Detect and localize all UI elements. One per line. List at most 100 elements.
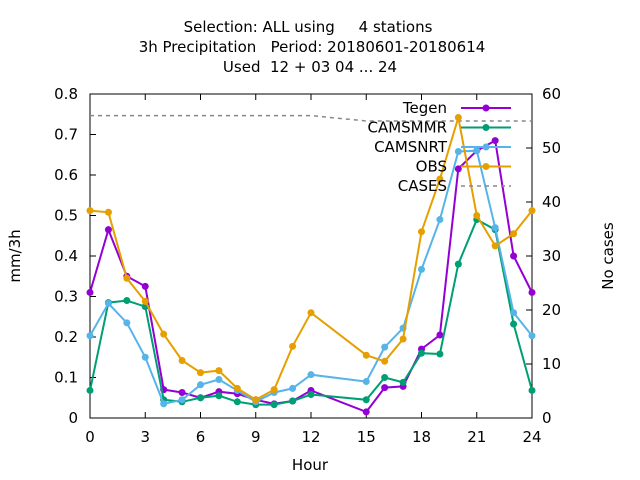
- data-point-tegen: [528, 288, 536, 296]
- data-point-tegen: [178, 388, 186, 396]
- legend-marker-tegen: [482, 104, 490, 112]
- y-axis: 0 0.1 0.2 0.3 0.4 0.5 0.6 0.7 0.8: [54, 85, 96, 427]
- data-point-camsmmr: [528, 386, 536, 394]
- data-point-tegen: [454, 165, 462, 173]
- data-point-camsmmr: [215, 392, 223, 400]
- data-point-obs: [307, 309, 315, 317]
- data-point-camsnrt: [197, 381, 204, 389]
- y2-tick-label: 0: [542, 409, 552, 427]
- data-point-camsnrt: [510, 309, 518, 317]
- data-point-tegen: [436, 331, 444, 339]
- legend-label-camsnrt: CAMSNRT: [374, 138, 448, 156]
- x-tick-label: 9: [251, 428, 261, 446]
- y-tick-label: 0: [68, 409, 78, 427]
- data-point-camsnrt: [454, 148, 462, 156]
- data-point-obs: [86, 207, 94, 215]
- data-point-camsmmr: [399, 378, 407, 386]
- chart-title-line-1: Selection: ALL using 4 stations: [184, 18, 433, 36]
- data-point-obs: [178, 356, 186, 364]
- y2-tick-label: 10: [542, 355, 561, 373]
- data-point-camsmmr: [233, 398, 241, 406]
- x-tick-label: 12: [301, 428, 320, 446]
- x-tick-label: 15: [357, 428, 376, 446]
- data-point-obs: [399, 335, 407, 343]
- y-tick-label: 0.4: [54, 247, 78, 265]
- data-point-tegen: [510, 252, 518, 260]
- legend-label-cases: CASES: [398, 177, 447, 195]
- data-point-tegen: [86, 288, 94, 296]
- y2-tick-label: 30: [542, 247, 561, 265]
- x-tick-label: 0: [85, 428, 95, 446]
- series-line-cases: [90, 114, 532, 122]
- legend-label-camsmmr: CAMSMMR: [367, 119, 447, 137]
- data-point-camsnrt: [436, 216, 444, 224]
- x-tick-label: 18: [412, 428, 431, 446]
- data-point-camsnrt: [104, 299, 112, 307]
- y-tick-label: 0.5: [54, 207, 78, 225]
- y-tick-label: 0.1: [54, 369, 78, 387]
- data-point-obs: [418, 228, 425, 236]
- y2-tick-label: 50: [542, 139, 561, 157]
- data-point-obs: [160, 330, 168, 338]
- data-point-camsmmr: [510, 320, 518, 328]
- data-point-camsnrt: [381, 343, 389, 351]
- data-point-camsmmr: [307, 391, 315, 399]
- y-tick-label: 0.7: [54, 126, 78, 144]
- data-point-camsnrt: [160, 400, 168, 408]
- data-point-camsnrt: [215, 376, 223, 384]
- data-point-camsmmr: [454, 260, 462, 268]
- y2-tick-label: 20: [542, 301, 561, 319]
- data-point-obs: [381, 357, 389, 365]
- data-point-obs: [233, 384, 241, 392]
- data-point-camsnrt: [491, 224, 499, 232]
- data-point-obs: [270, 386, 278, 394]
- data-point-obs: [528, 207, 536, 215]
- data-point-tegen: [104, 226, 112, 234]
- data-point-obs: [454, 113, 462, 121]
- x-tick-label: 6: [196, 428, 206, 446]
- data-point-camsmmr: [123, 297, 131, 305]
- y-tick-label: 0.2: [54, 328, 78, 346]
- chart-title-line-3: Used 12 + 03 04 ... 24: [223, 58, 397, 76]
- data-point-obs: [289, 342, 297, 350]
- data-point-camsmmr: [86, 386, 94, 394]
- data-point-camsmmr: [289, 397, 297, 405]
- x-tick-label: 3: [140, 428, 150, 446]
- chart-title: Selection: ALL using 4 stations 3h Preci…: [139, 18, 486, 76]
- x-axis: 0 3 6 9 12 15 18 21 24: [85, 94, 542, 446]
- y-tick-label: 0.6: [54, 166, 78, 184]
- data-point-camsmmr: [197, 394, 204, 402]
- data-point-camsnrt: [141, 353, 149, 361]
- series-layer: [86, 113, 536, 416]
- legend-label-obs: OBS: [416, 158, 447, 176]
- x-tick-label: 24: [522, 428, 541, 446]
- data-point-camsnrt: [418, 265, 425, 273]
- legend-label-tegen: Tegen: [402, 99, 447, 117]
- data-point-tegen: [362, 408, 370, 416]
- data-point-obs: [491, 242, 499, 250]
- data-point-camsnrt: [528, 332, 536, 340]
- y2-axis-label: No cases: [599, 222, 617, 290]
- y2-tick-label: 40: [542, 193, 561, 211]
- data-point-camsnrt: [473, 147, 481, 155]
- data-point-camsnrt: [362, 378, 370, 386]
- data-point-camsnrt: [178, 396, 186, 404]
- y2-axis: 0 10 20 30 40 50 60: [526, 85, 561, 427]
- data-point-camsnrt: [289, 384, 297, 392]
- x-axis-label: Hour: [292, 456, 329, 474]
- data-point-tegen: [491, 137, 499, 145]
- data-point-camsmmr: [418, 349, 425, 357]
- legend-marker-obs: [482, 163, 490, 170]
- data-point-tegen: [381, 384, 389, 392]
- data-point-obs: [197, 369, 204, 377]
- plot-area-border: [89, 93, 533, 419]
- data-point-obs: [473, 212, 481, 219]
- data-point-obs: [215, 367, 223, 375]
- y2-tick-label: 60: [542, 85, 561, 103]
- data-point-camsmmr: [270, 401, 278, 409]
- x-tick-label: 21: [467, 428, 486, 446]
- data-point-obs: [141, 297, 149, 305]
- y-tick-label: 0.8: [54, 85, 78, 103]
